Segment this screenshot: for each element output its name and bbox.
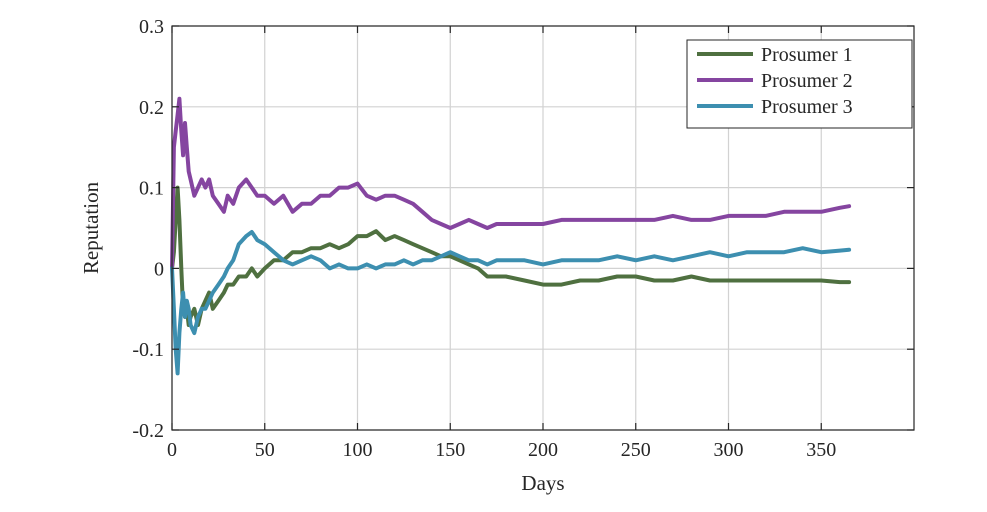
x-tick-label: 50 (255, 439, 275, 461)
x-tick-label: 300 (714, 439, 744, 461)
legend-label: Prosumer 1 (761, 44, 853, 66)
x-tick-label: 150 (435, 439, 465, 461)
series-lines (170, 96, 852, 376)
legend-label: Prosumer 2 (761, 70, 853, 92)
y-tick-label: 0.1 (139, 178, 164, 200)
y-tick-label: 0.3 (139, 16, 164, 38)
axis-ticks: 0 50 100 150 200 250 300 350 -0.2 -0.1 0 0.1 0.2 0.3 (132, 16, 914, 461)
x-tick-label: 250 (621, 439, 651, 461)
series-line-prosumer-1 (170, 185, 852, 327)
x-tick-label: 200 (528, 439, 558, 461)
y-axis-label: Reputation (79, 181, 103, 274)
legend: Prosumer 1 Prosumer 2 Prosumer 3 (686, 39, 913, 129)
x-tick-label: 100 (343, 439, 373, 461)
x-tick-label: 350 (806, 439, 836, 461)
series-line-prosumer-3 (170, 230, 852, 376)
x-axis-label: Days (521, 471, 564, 495)
y-tick-label: -0.2 (132, 420, 164, 442)
y-tick-label: -0.1 (132, 339, 164, 361)
y-tick-label: 0 (154, 258, 164, 280)
x-tick-label: 0 (167, 439, 177, 461)
legend-label: Prosumer 3 (761, 96, 853, 118)
series-line-prosumer-2 (170, 96, 852, 271)
y-tick-label: 0.2 (139, 97, 164, 119)
